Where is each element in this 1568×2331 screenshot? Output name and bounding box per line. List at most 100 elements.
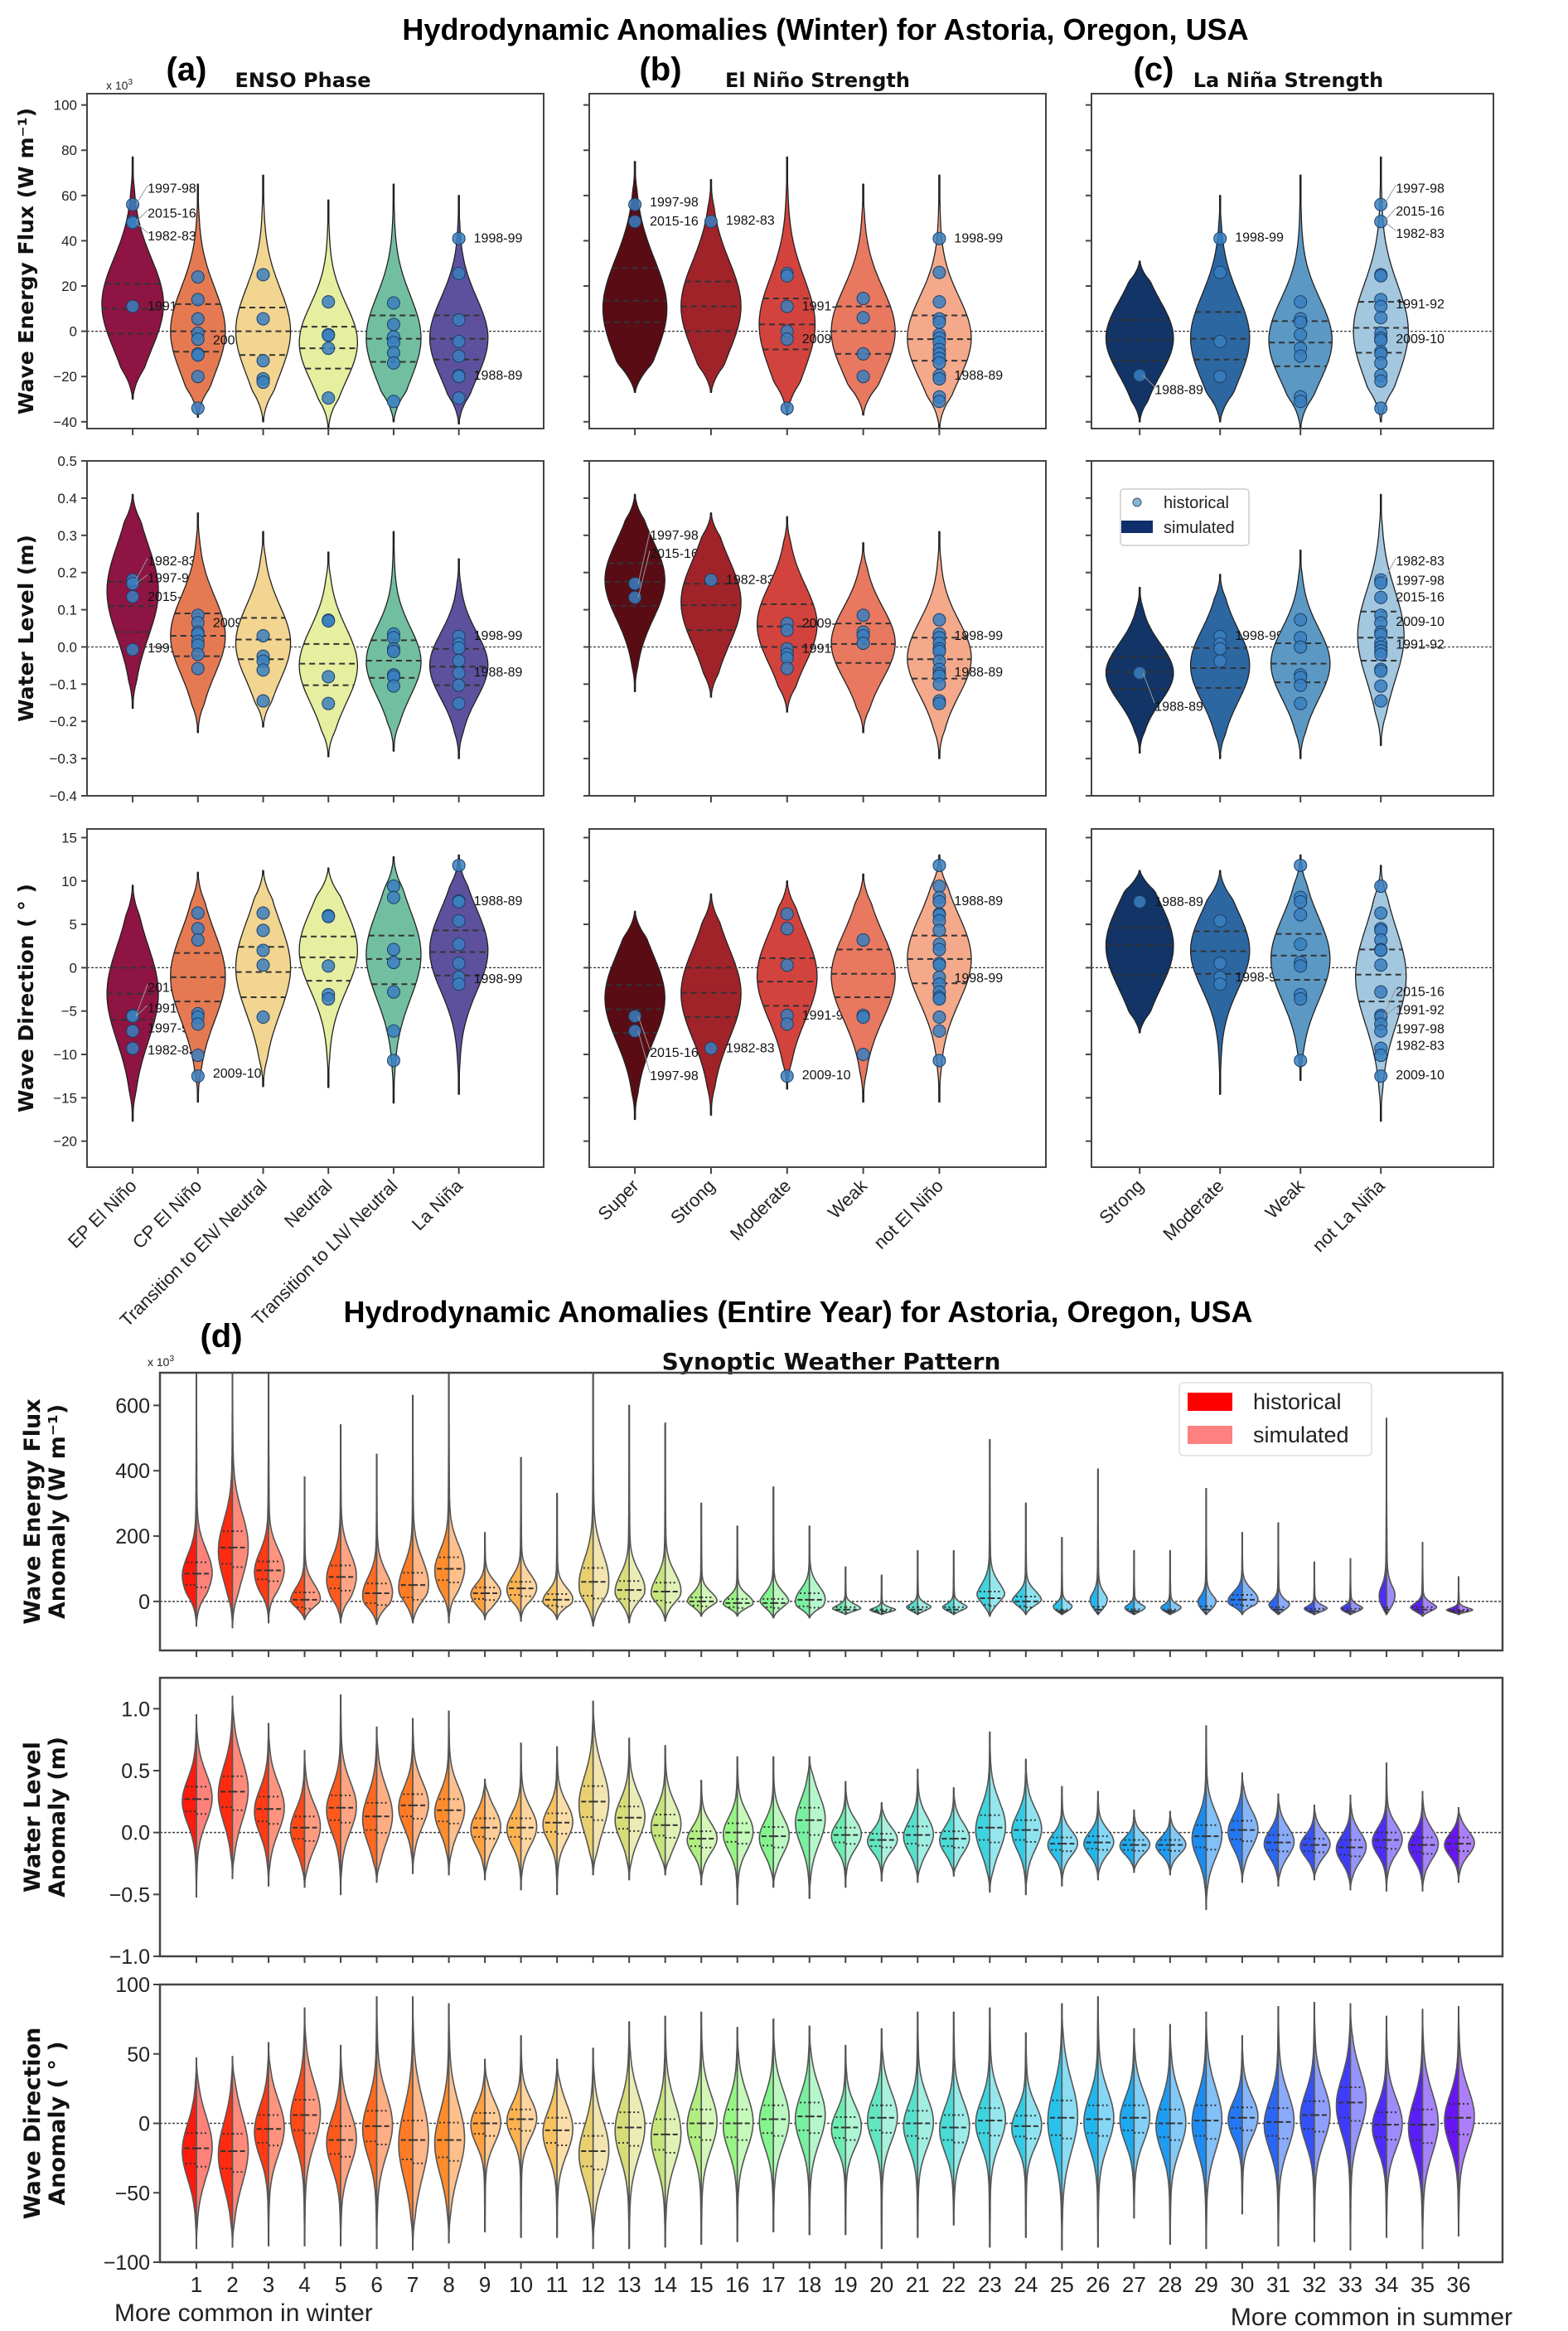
x-tick-label: 24: [1014, 2272, 1038, 2297]
violin-la-ni-a: [428, 195, 489, 425]
violin-simulated-10: [520, 1742, 538, 1891]
year-annotation: 1982-83: [1396, 227, 1445, 241]
violin-simulated-28: [1169, 2023, 1187, 2245]
historical-point: [932, 923, 946, 938]
historical-point: [1213, 334, 1227, 348]
historical-point: [780, 1017, 794, 1031]
violin-historical-36: [1445, 1576, 1459, 1616]
violin-historical-30: [1227, 1772, 1243, 1883]
violin-historical-1: [181, 2057, 197, 2250]
historical-point: [452, 666, 466, 680]
axes-frame: [588, 828, 1047, 1168]
violin-historical-31: [1268, 1522, 1280, 1616]
historical-point: [126, 197, 140, 211]
y-tick-label: −0.4: [49, 788, 77, 804]
historical-point: [628, 197, 642, 211]
historical-point: [322, 696, 336, 710]
synoptic-title: Synoptic Weather Pattern: [662, 1348, 1001, 1375]
historical-point: [191, 1017, 205, 1031]
violin-simulated-24: [1025, 1502, 1043, 1616]
violin-historical-4: [289, 1750, 306, 1888]
historical-point: [1294, 295, 1308, 309]
historical-point: [780, 332, 794, 346]
x-tick-label: 29: [1194, 2272, 1218, 2297]
violin-historical-9: [470, 1532, 486, 1621]
violin-historical-29: [1191, 1725, 1207, 1911]
violin-simulated-15: [700, 1780, 719, 1886]
violin-simulated-21: [917, 1768, 935, 1883]
x-tick-label: Weak: [824, 1175, 872, 1223]
historical-point: [932, 943, 946, 957]
historical-point: [322, 909, 336, 923]
x-tick-label: 33: [1338, 2272, 1362, 2297]
historical-point: [1294, 908, 1308, 922]
x-tick-label: 31: [1266, 2272, 1290, 2297]
figure-title-winter: Hydrodynamic Anomalies (Winter) for Asto…: [402, 12, 1248, 46]
x-tick-label: 26: [1086, 2272, 1110, 2297]
historical-point: [932, 1054, 946, 1068]
violin-historical-22: [938, 2011, 955, 2226]
legend-synoptic: historical simulated: [1178, 1382, 1372, 1456]
panel-title-2: La Niña Strength: [1193, 69, 1384, 92]
violin-simulated-6: [375, 1453, 394, 1626]
historical-point: [856, 608, 870, 623]
year-annotation: 1998-99: [954, 232, 1003, 246]
violin-historical-5: [326, 1694, 341, 1896]
historical-point: [191, 1049, 205, 1063]
violin-historical-8: [433, 1710, 450, 1876]
violin-simulated-13: [628, 2021, 646, 2250]
violin-historical-31: [1263, 2006, 1280, 2246]
violin-neutral: [298, 199, 358, 429]
x-tick-label: 6: [370, 2272, 382, 2297]
violin-historical-2: [217, 1695, 234, 1879]
y-axis-label: Wave Direction: [20, 2028, 46, 2220]
violin-historical-15: [686, 1502, 702, 1617]
violin-simulated-15: [700, 1502, 719, 1617]
annotation-leader: [135, 984, 148, 1016]
synoptic-row-0: 0 200 400 600 Wave Energy Flux Anomaly (W m⁻¹…: [20, 1371, 1504, 1657]
violin-simulated-28: [1169, 1550, 1182, 1616]
violin-simulated-21: [917, 2011, 935, 2238]
historical-point: [126, 577, 140, 591]
year-annotation: 1991-92: [1396, 298, 1445, 312]
y-tick-label: −40: [53, 414, 77, 430]
violin-historical-17: [758, 2018, 774, 2232]
historical-point: [1374, 590, 1388, 604]
x-tick-label: Neutral: [280, 1175, 336, 1232]
historical-point: [191, 906, 205, 920]
annotation-leader: [135, 185, 148, 206]
y-tick-label: 15: [61, 830, 77, 846]
historical-point: [1374, 647, 1388, 662]
violin-strong: [1105, 870, 1174, 1034]
x-tick-label: 9: [479, 2272, 491, 2297]
violin-historical-8: [433, 2003, 450, 2244]
y-tick-label: 0.0: [121, 1822, 150, 1845]
year-annotation: 1997-98: [1396, 1023, 1445, 1037]
violin-historical-6: [361, 1453, 378, 1626]
historical-point: [1374, 985, 1388, 999]
violin-historical-27: [1119, 2028, 1135, 2219]
historical-point: [452, 894, 466, 909]
synoptic-row-1: −1.0 −0.5 0.0 0.5 1.0 Water Level Anomaly (m): [20, 1676, 1504, 1969]
axes-frame: [1091, 93, 1494, 429]
historical-point: [191, 348, 205, 362]
violin-simulated-19: [844, 2044, 862, 2236]
year-annotation: 1988-89: [1154, 384, 1203, 398]
violin-simulated-12: [592, 1700, 610, 1876]
x-tick-label: 5: [335, 2272, 346, 2297]
historical-point: [1294, 938, 1308, 952]
x-tick-label: 19: [834, 2272, 858, 2297]
y-tick-label: 0.1: [57, 603, 77, 618]
historical-point: [1374, 694, 1388, 708]
year-annotation: 1988-89: [474, 666, 523, 680]
historical-point: [126, 299, 140, 313]
historical-point: [1374, 401, 1388, 415]
violin-historical-7: [398, 1718, 414, 1874]
y-axis-label: Anomaly (W m⁻¹): [45, 1404, 70, 1619]
historical-point: [628, 1009, 642, 1023]
violin-simulated-9: [484, 2058, 501, 2232]
historical-point: [256, 628, 270, 642]
y-tick-label: 600: [115, 1394, 150, 1418]
historical-point: [780, 623, 794, 637]
violin-historical-32: [1299, 2002, 1315, 2242]
